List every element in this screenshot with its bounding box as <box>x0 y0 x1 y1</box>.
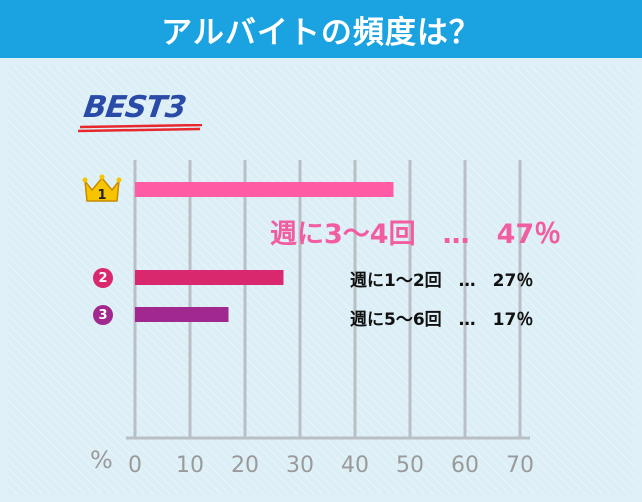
best3-underline <box>78 124 203 133</box>
x-tick-label: 40 <box>341 453 369 478</box>
x-axis-unit: % <box>90 446 113 474</box>
rank-2-badge: 2 <box>93 268 113 288</box>
x-tick-label: 60 <box>451 453 479 478</box>
bar-2 <box>135 270 284 285</box>
rank-3-badge: 3 <box>93 305 113 325</box>
x-tick-label: 30 <box>286 453 314 478</box>
x-tick-label: 50 <box>396 453 424 478</box>
bar-1-label: 週に3～4回 … 47％ <box>270 219 562 250</box>
x-tick-label: 70 <box>506 453 534 478</box>
chart-title: アルバイトの頻度は？ <box>161 14 481 51</box>
rank-1-number: 1 <box>97 188 106 203</box>
crown-icon: 1 <box>82 174 122 203</box>
x-tick-label: 0 <box>128 453 142 478</box>
x-tick-label: 10 <box>176 453 204 478</box>
bar-3 <box>135 307 229 322</box>
title-banner: アルバイトの頻度は？ <box>0 0 642 58</box>
bar-2-label: 週に1～2回 … 27％ <box>350 271 534 291</box>
bar-1 <box>135 182 394 197</box>
x-tick-label: 20 <box>231 453 259 478</box>
bar-3-label: 週に5～6回 … 17％ <box>350 310 534 330</box>
